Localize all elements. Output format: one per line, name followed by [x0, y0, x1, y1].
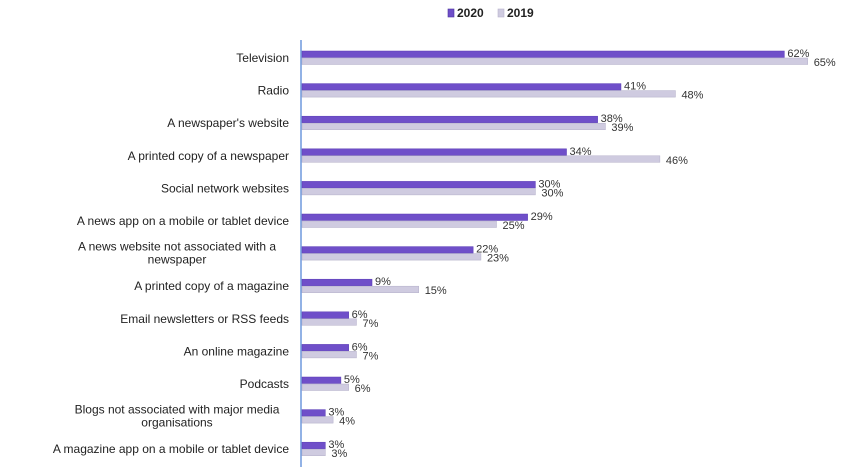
category-label: Radio [258, 84, 290, 98]
bar-2019 [301, 220, 497, 228]
data-label-2020: 38% [601, 113, 623, 125]
data-label-2020: 3% [328, 439, 344, 451]
bar-2019 [301, 155, 661, 163]
bar-2019 [301, 285, 419, 293]
category-label: organisations [141, 416, 212, 430]
bar-2019 [301, 122, 606, 130]
data-label-2020: 5% [344, 374, 360, 386]
bar-2019 [301, 383, 349, 391]
data-label-2020: 6% [352, 309, 368, 321]
category-label: Social network websites [161, 181, 289, 195]
category-label: A printed copy of a magazine [134, 279, 289, 293]
category-label: A news app on a mobile or tablet device [77, 214, 289, 228]
category-label: Television [236, 51, 289, 65]
bar-2019 [301, 57, 808, 65]
bar-2020 [301, 278, 373, 286]
data-label-2019: 4% [339, 416, 355, 428]
bar-2020 [301, 246, 474, 254]
data-label-2019: 65% [814, 57, 836, 69]
bar-2019 [301, 448, 326, 456]
data-label-2020: 41% [624, 81, 646, 93]
legend-label-2019: 2019 [507, 6, 534, 20]
category-label: Podcasts [240, 377, 289, 391]
data-label-2019: 39% [611, 122, 633, 134]
data-label-2019: 48% [681, 90, 703, 102]
category-label: A printed copy of a newspaper [128, 149, 289, 163]
data-label-2019: 6% [355, 383, 371, 395]
bar-2019 [301, 188, 536, 196]
bar-2020 [301, 83, 622, 91]
bar-2019 [301, 318, 357, 326]
bar-2020 [301, 181, 536, 189]
bar-2019 [301, 90, 676, 98]
data-label-2020: 3% [328, 407, 344, 419]
bar-2020 [301, 409, 326, 417]
bar-2020 [301, 311, 349, 319]
category-label: A newspaper's website [167, 116, 289, 130]
data-label-2020: 30% [538, 178, 560, 190]
data-label-2020: 29% [531, 211, 553, 223]
bar-2019 [301, 253, 482, 261]
data-label-2019: 46% [666, 155, 688, 167]
data-label-2019: 3% [331, 448, 347, 460]
category-label: A magazine app on a mobile or tablet dev… [53, 442, 289, 456]
category-label: Email newsletters or RSS feeds [120, 312, 289, 326]
bar-2019 [301, 351, 357, 359]
bar-2020 [301, 148, 567, 156]
data-label-2020: 34% [570, 146, 592, 158]
legend-swatch-2019 [497, 8, 505, 18]
data-label-2020: 6% [352, 341, 368, 353]
data-label-2019: 23% [487, 253, 509, 265]
bar-2019 [301, 416, 334, 424]
data-label-2020: 9% [375, 276, 391, 288]
bar-2020 [301, 50, 785, 58]
data-label-2019: 7% [362, 318, 378, 330]
legend-label-2020: 2020 [457, 6, 484, 20]
data-label-2020: 62% [787, 48, 809, 60]
bar-2020 [301, 376, 342, 384]
bar-2020 [301, 344, 349, 352]
bar-2020 [301, 213, 528, 221]
data-label-2019: 30% [541, 187, 563, 199]
data-label-2019: 15% [425, 285, 447, 297]
bar-2020 [301, 441, 326, 449]
data-label-2019: 7% [362, 350, 378, 362]
category-label: Blogs not associated with major media [75, 403, 280, 417]
bar-2020 [301, 115, 598, 123]
legend-swatch-2020 [447, 8, 455, 18]
category-label: An online magazine [184, 344, 290, 358]
category-label: A news website not associated with a [78, 240, 276, 254]
data-label-2020: 22% [476, 244, 498, 256]
data-label-2019: 25% [503, 220, 525, 232]
category-label: newspaper [148, 253, 207, 267]
